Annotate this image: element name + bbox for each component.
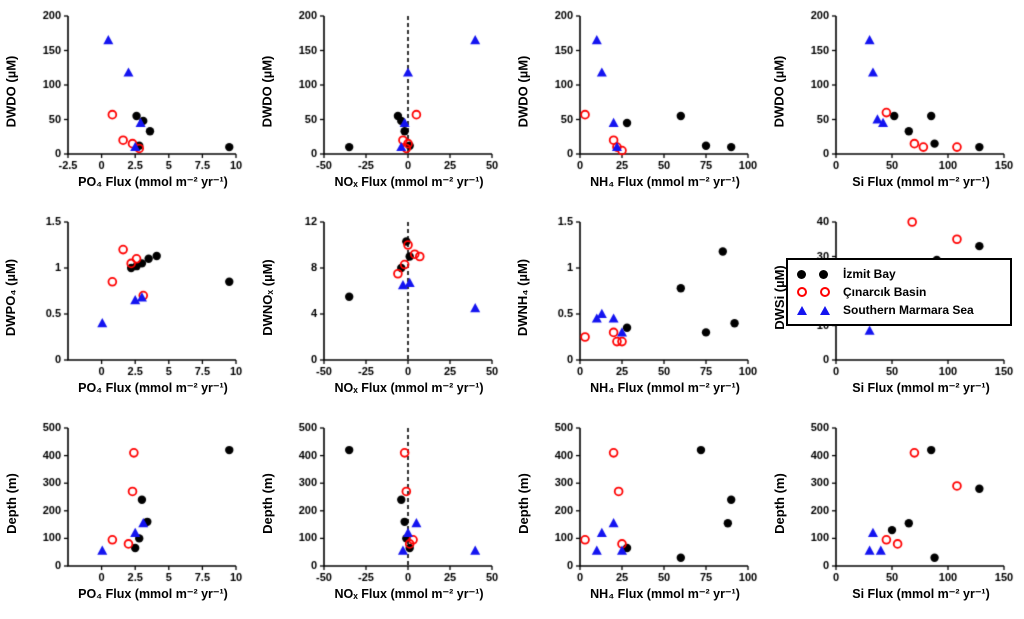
y-axis-label: Depth (m)	[0, 416, 22, 618]
y-axis-label: DWDO (µM)	[0, 4, 22, 206]
y-axis-label-text: DWDO (µM)	[515, 55, 531, 127]
y-axis-label-text: DWSi (µM)	[771, 264, 787, 330]
y-axis-label-text: Depth (m)	[771, 472, 787, 534]
legend-label: İzmit Bay	[843, 267, 896, 281]
subplot-dwdo-vs-po4: DWDO (µM) PO₄ Flux (mmol m⁻² yr⁻¹)	[0, 0, 256, 206]
subplot-dwpo4-vs-po4: DWPO₄ (µM) PO₄ Flux (mmol m⁻² yr⁻¹)	[0, 206, 256, 412]
legend-item-cinarcik-basin: Çınarcık Basin	[797, 285, 1001, 299]
x-axis-label: NOₓ Flux (mmol m⁻² yr⁻¹)	[334, 175, 484, 189]
x-axis-label: Si Flux (mmol m⁻² yr⁻¹)	[852, 175, 990, 189]
subplot-depth-vs-si: Depth (m) Si Flux (mmol m⁻² yr⁻¹)	[768, 412, 1024, 618]
y-axis-label-text: DWNH₄ (µM)	[515, 258, 531, 336]
subplot-dwdo-vs-si: DWDO (µM) Si Flux (mmol m⁻² yr⁻¹)	[768, 0, 1024, 206]
subplot-depth-vs-po4: Depth (m) PO₄ Flux (mmol m⁻² yr⁻¹)	[0, 412, 256, 618]
scatter-canvas	[790, 416, 1018, 586]
x-axis-label: NOₓ Flux (mmol m⁻² yr⁻¹)	[334, 587, 484, 601]
y-axis-label: Depth (m)	[256, 416, 278, 618]
scatter-canvas	[534, 210, 762, 380]
y-axis-label-text: Depth (m)	[3, 472, 19, 534]
x-axis-label: PO₄ Flux (mmol m⁻² yr⁻¹)	[78, 175, 228, 189]
legend-label: Çınarcık Basin	[843, 285, 927, 299]
legend-label: Southern Marmara Sea	[843, 303, 974, 317]
y-axis-label: DWNH₄ (µM)	[512, 210, 534, 412]
legend-item-izmit-bay: İzmit Bay	[797, 267, 1001, 281]
x-axis-label: NOₓ Flux (mmol m⁻² yr⁻¹)	[334, 381, 484, 395]
legend: İzmit Bay Çınarcık Basin Southern Marmar…	[786, 258, 1012, 326]
y-axis-label-text: DWDO (µM)	[771, 55, 787, 127]
subplot-dwdo-vs-nh4: DWDO (µM) NH₄ Flux (mmol m⁻² yr⁻¹)	[512, 0, 768, 206]
y-axis-label-text: Depth (m)	[515, 472, 531, 534]
scatter-canvas	[790, 4, 1018, 174]
scatter-canvas	[22, 4, 250, 174]
scatter-canvas	[278, 210, 506, 380]
scatter-canvas	[22, 416, 250, 586]
y-axis-label: Depth (m)	[768, 416, 790, 618]
y-axis-label: DWDO (µM)	[768, 4, 790, 206]
subplot-depth-vs-nox: Depth (m) NOₓ Flux (mmol m⁻² yr⁻¹)	[256, 412, 512, 618]
open-circle-icon	[797, 287, 835, 297]
filled-triangle-icon	[797, 305, 835, 315]
x-axis-label: NH₄ Flux (mmol m⁻² yr⁻¹)	[590, 175, 740, 189]
y-axis-label-text: DWNOₓ (µM)	[259, 258, 275, 336]
subplot-dwdo-vs-nox: DWDO (µM) NOₓ Flux (mmol m⁻² yr⁻¹)	[256, 0, 512, 206]
x-axis-label: Si Flux (mmol m⁻² yr⁻¹)	[852, 587, 990, 601]
subplot-depth-vs-nh4: Depth (m) NH₄ Flux (mmol m⁻² yr⁻¹)	[512, 412, 768, 618]
y-axis-label-text: Depth (m)	[259, 472, 275, 534]
x-axis-label: PO₄ Flux (mmol m⁻² yr⁻¹)	[78, 381, 228, 395]
subplot-dwnox-vs-nox: DWNOₓ (µM) NOₓ Flux (mmol m⁻² yr⁻¹)	[256, 206, 512, 412]
y-axis-label: DWDO (µM)	[256, 4, 278, 206]
scatter-canvas	[278, 416, 506, 586]
scatter-canvas	[534, 416, 762, 586]
y-axis-label: Depth (m)	[512, 416, 534, 618]
y-axis-label: DWDO (µM)	[512, 4, 534, 206]
scatter-canvas	[534, 4, 762, 174]
y-axis-label-text: DWPO₄ (µM)	[3, 258, 19, 336]
x-axis-label: NH₄ Flux (mmol m⁻² yr⁻¹)	[590, 587, 740, 601]
scatter-canvas	[22, 210, 250, 380]
y-axis-label-text: DWDO (µM)	[3, 55, 19, 127]
subplot-dwnh4-vs-nh4: DWNH₄ (µM) NH₄ Flux (mmol m⁻² yr⁻¹)	[512, 206, 768, 412]
legend-item-southern-marmara: Southern Marmara Sea	[797, 303, 1001, 317]
y-axis-label-text: DWDO (µM)	[259, 55, 275, 127]
scatter-canvas	[278, 4, 506, 174]
x-axis-label: PO₄ Flux (mmol m⁻² yr⁻¹)	[78, 587, 228, 601]
x-axis-label: Si Flux (mmol m⁻² yr⁻¹)	[852, 381, 990, 395]
filled-circle-icon	[797, 269, 835, 279]
y-axis-label: DWNOₓ (µM)	[256, 210, 278, 412]
x-axis-label: NH₄ Flux (mmol m⁻² yr⁻¹)	[590, 381, 740, 395]
y-axis-label: DWPO₄ (µM)	[0, 210, 22, 412]
